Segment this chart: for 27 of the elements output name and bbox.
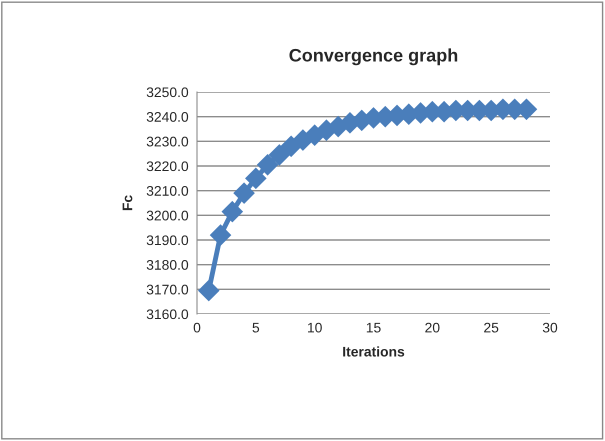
y-tick-label: 3220.0 [146,161,188,172]
x-tick-label: 10 [308,322,322,333]
y-tick-label: 3210.0 [146,186,188,196]
y-tick-label: 3200.0 [146,210,188,221]
point [210,224,232,246]
point [245,168,266,189]
chart-title: Convergence graph [289,48,458,66]
point [222,201,243,222]
x-tick-label: 25 [484,322,498,333]
y-axis-title: Fc [122,195,132,210]
y-tick-label: 3230.0 [146,136,188,147]
x-axis-title: Iterations [343,346,404,357]
y-tick-label: 3180.0 [146,260,188,270]
x-tick-label: 30 [542,322,558,333]
point [198,280,220,302]
y-tick-label: 3250.0 [146,87,188,98]
point [268,144,290,166]
y-tick-label: 3160.0 [146,309,188,320]
point [257,154,278,176]
x-tick-label: 15 [366,322,381,333]
x-tick-label: 5 [252,322,260,333]
y-tick-label: 3240.0 [146,112,188,122]
y-tick-label: 3170.0 [146,284,188,295]
y-tick-label: 3190.0 [146,235,188,246]
x-tick-label: 20 [425,322,440,333]
point [234,182,255,204]
x-tick-label: 0 [194,322,200,333]
